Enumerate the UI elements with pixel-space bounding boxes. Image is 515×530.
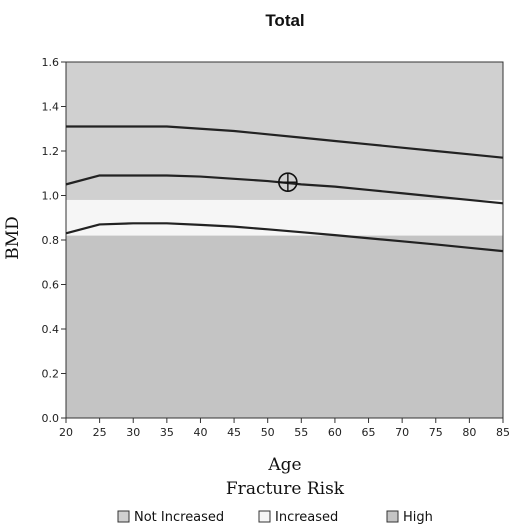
x-tick-label-13: 85 xyxy=(496,426,510,439)
legend-title: Fracture Risk xyxy=(226,479,345,499)
legend-label-0: Not Increased xyxy=(134,510,224,525)
legend-swatch-2 xyxy=(386,510,399,523)
x-tick-label-0: 20 xyxy=(59,426,73,439)
series-line-2 xyxy=(65,222,504,253)
y-tick-label-0: 0.0 xyxy=(42,412,60,425)
y-tick-label-8: 1.6 xyxy=(42,56,60,69)
series-line-0 xyxy=(66,125,504,159)
x-tick-label-9: 65 xyxy=(362,426,376,439)
patient-marker xyxy=(278,172,298,192)
legend-label-1: Increased xyxy=(275,510,338,525)
x-tick-label-4: 40 xyxy=(193,426,207,439)
x-tick-label-1: 25 xyxy=(93,426,107,439)
y-tick-label-3: 0.6 xyxy=(42,279,60,292)
x-tick-label-3: 35 xyxy=(160,426,174,439)
legend-swatch-0 xyxy=(117,510,130,523)
x-tick-label-10: 70 xyxy=(395,426,409,439)
legend: Not Increased Increased High xyxy=(117,510,433,525)
x-tick-label-5: 45 xyxy=(227,426,241,439)
y-tick-label-2: 0.4 xyxy=(42,323,60,336)
x-tick-label-7: 55 xyxy=(294,426,308,439)
plot-area: 0.0 0.2 0.4 0.6 0.8 1.0 1.2 1.4 1.6 20 25 30 35 40 45 5… xyxy=(42,56,511,439)
chart-title: Total xyxy=(265,11,304,30)
band-0 xyxy=(66,235,503,418)
y-tick-label-7: 1.4 xyxy=(42,101,60,114)
x-tick-label-11: 75 xyxy=(429,426,443,439)
x-tick-label-12: 80 xyxy=(462,426,476,439)
y-tick-label-4: 0.8 xyxy=(42,234,60,247)
legend-swatch-1 xyxy=(258,510,271,523)
x-tick-label-2: 30 xyxy=(126,426,140,439)
band-1 xyxy=(66,199,503,236)
legend-label-2: High xyxy=(403,510,433,525)
x-tick-label-6: 50 xyxy=(261,426,275,439)
x-tick-label-8: 60 xyxy=(328,426,342,439)
y-tick-label-5: 1.0 xyxy=(42,190,60,203)
x-axis-title: Age xyxy=(267,455,301,475)
y-tick-label-6: 1.2 xyxy=(42,145,60,158)
y-axis-title: BMD xyxy=(3,216,23,260)
y-tick-label-1: 0.2 xyxy=(42,368,60,381)
band-2 xyxy=(66,62,503,200)
